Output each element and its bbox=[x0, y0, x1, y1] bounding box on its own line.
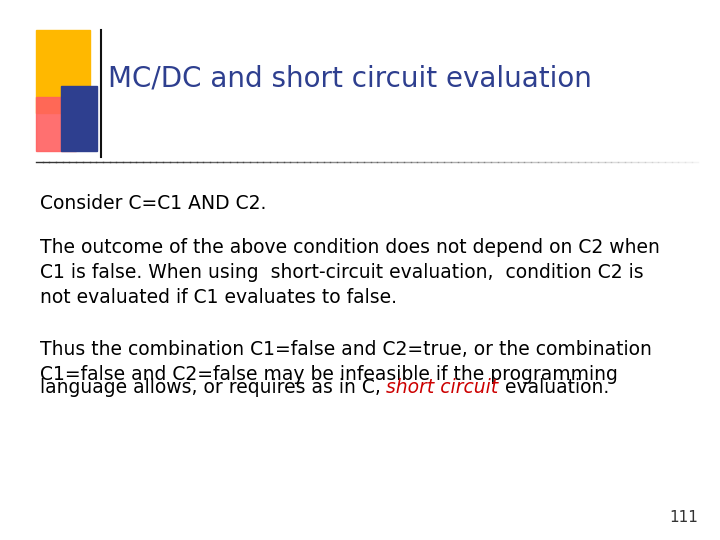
Text: MC/DC and short circuit evaluation: MC/DC and short circuit evaluation bbox=[108, 64, 592, 92]
Text: The outcome of the above condition does not depend on C2 when
C1 is false. When : The outcome of the above condition does … bbox=[40, 238, 660, 307]
Text: Thus the combination C1=false and C2=true, or the combination
C1=false and C2=fa: Thus the combination C1=false and C2=tru… bbox=[40, 340, 652, 384]
Text: language allows, or requires as in C,: language allows, or requires as in C, bbox=[40, 378, 387, 397]
Text: 111: 111 bbox=[670, 510, 698, 525]
Text: evaluation.: evaluation. bbox=[499, 378, 609, 397]
Text: Consider C=C1 AND C2.: Consider C=C1 AND C2. bbox=[40, 194, 266, 213]
Text: short circuit: short circuit bbox=[387, 378, 499, 397]
